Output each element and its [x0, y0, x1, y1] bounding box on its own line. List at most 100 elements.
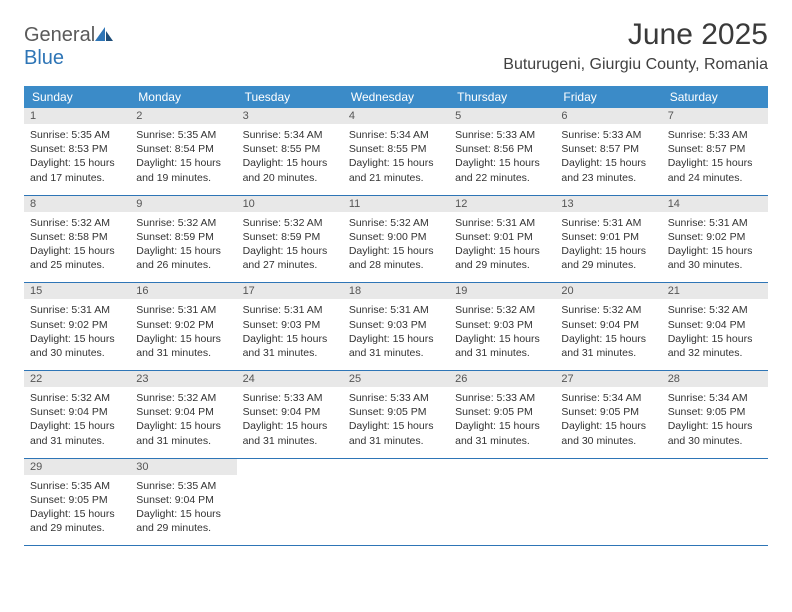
calendar-cell: [343, 458, 449, 546]
day-number: 21: [662, 283, 768, 299]
day-number: 26: [449, 371, 555, 387]
day-number: 30: [130, 459, 236, 475]
calendar-cell: 4Sunrise: 5:34 AMSunset: 8:55 PMDaylight…: [343, 108, 449, 195]
calendar-cell: 2Sunrise: 5:35 AMSunset: 8:54 PMDaylight…: [130, 108, 236, 195]
day-number: 10: [237, 196, 343, 212]
weekday-header: Saturday: [662, 86, 768, 108]
logo-sail-icon: [95, 24, 113, 38]
day-number: 6: [555, 108, 661, 124]
logo: General Blue: [24, 18, 113, 70]
day-number: 11: [343, 196, 449, 212]
calendar-cell: 10 Sunrise: 5:32 AMSunset: 8:59 PMDayligh…: [237, 195, 343, 283]
calendar-cell: 23 Sunrise: 5:32 AMSunset: 9:04 PMDayligh…: [130, 371, 236, 459]
day-number: 18: [343, 283, 449, 299]
calendar-cell: 22 Sunrise: 5:32 AMSunset: 9:04 PMDayligh…: [24, 371, 130, 459]
day-number: 17: [237, 283, 343, 299]
weekday-header: Friday: [555, 86, 661, 108]
day-number: 27: [555, 371, 661, 387]
day-info: Sunrise: 5:33 AMSunset: 8:57 PMDaylight:…: [561, 128, 655, 185]
day-info: Sunrise: 5:35 AMSunset: 8:54 PMDaylight:…: [136, 128, 230, 185]
calendar-cell: 21 Sunrise: 5:32 AMSunset: 9:04 PMDayligh…: [662, 283, 768, 371]
month-title: June 2025: [503, 18, 768, 52]
weekday-header: Wednesday: [343, 86, 449, 108]
day-number: 7: [662, 108, 768, 124]
day-info: Sunrise: 5:35 AMSunset: 9:05 PMDaylight:…: [30, 479, 124, 536]
calendar-row: 8 Sunrise: 5:32 AMSunset: 8:58 PMDaylight…: [24, 195, 768, 283]
day-info: Sunrise: 5:32 AMSunset: 9:04 PMDaylight:…: [136, 391, 230, 448]
calendar-cell: 20Sunrise: 5:32 AMSunset: 9:04 PMDayligh…: [555, 283, 661, 371]
calendar-cell: 11 Sunrise: 5:32 AMSunset: 9:00 PMDayligh…: [343, 195, 449, 283]
day-info: Sunrise: 5:32 AMSunset: 8:59 PMDaylight:…: [243, 216, 337, 273]
calendar-cell: 14 Sunrise: 5:31 AMSunset: 9:02 PMDayligh…: [662, 195, 768, 283]
day-info: Sunrise: 5:31 AMSunset: 9:03 PMDaylight:…: [243, 303, 337, 360]
day-info: Sunrise: 5:32 AMSunset: 8:59 PMDaylight:…: [136, 216, 230, 273]
calendar-cell: 15 Sunrise: 5:31 AMSunset: 9:02 PMDayligh…: [24, 283, 130, 371]
header: General Blue June 2025 Buturugeni, Giurg…: [24, 18, 768, 74]
calendar-cell: 3 Sunrise: 5:34 AMSunset: 8:55 PMDaylight…: [237, 108, 343, 195]
calendar-cell: [662, 458, 768, 546]
calendar-cell: 18 Sunrise: 5:31 AMSunset: 9:03 PMDayligh…: [343, 283, 449, 371]
day-info: Sunrise: 5:33 AMSunset: 9:05 PMDaylight:…: [349, 391, 443, 448]
day-info: Sunrise: 5:31 AMSunset: 9:03 PMDaylight:…: [349, 303, 443, 360]
day-info: Sunrise: 5:34 AMSunset: 8:55 PMDaylight:…: [243, 128, 337, 185]
logo-text-blue: Blue: [24, 47, 64, 69]
day-info: Sunrise: 5:32 AMSunset: 9:00 PMDaylight:…: [349, 216, 443, 273]
day-info: Sunrise: 5:31 AMSunset: 9:02 PMDaylight:…: [136, 303, 230, 360]
day-number: 14: [662, 196, 768, 212]
calendar-cell: 12Sunrise: 5:31 AMSunset: 9:01 PMDayligh…: [449, 195, 555, 283]
weekday-header-row: Sunday Monday Tuesday Wednesday Thursday…: [24, 86, 768, 108]
day-info: Sunrise: 5:33 AMSunset: 8:56 PMDaylight:…: [455, 128, 549, 185]
day-info: Sunrise: 5:33 AMSunset: 9:04 PMDaylight:…: [243, 391, 337, 448]
day-number: 28: [662, 371, 768, 387]
title-block: June 2025 Buturugeni, Giurgiu County, Ro…: [503, 18, 768, 74]
day-info: Sunrise: 5:31 AMSunset: 9:01 PMDaylight:…: [561, 216, 655, 273]
calendar-cell: 28 Sunrise: 5:34 AMSunset: 9:05 PMDayligh…: [662, 371, 768, 459]
calendar-cell: 7 Sunrise: 5:33 AMSunset: 8:57 PMDaylight…: [662, 108, 768, 195]
calendar-row: 22 Sunrise: 5:32 AMSunset: 9:04 PMDayligh…: [24, 371, 768, 459]
day-number: 22: [24, 371, 130, 387]
day-info: Sunrise: 5:31 AMSunset: 9:02 PMDaylight:…: [668, 216, 762, 273]
day-number: 8: [24, 196, 130, 212]
calendar-cell: [237, 458, 343, 546]
calendar-cell: 26Sunrise: 5:33 AMSunset: 9:05 PMDayligh…: [449, 371, 555, 459]
day-info: Sunrise: 5:35 AMSunset: 9:04 PMDaylight:…: [136, 479, 230, 536]
day-info: Sunrise: 5:32 AMSunset: 9:03 PMDaylight:…: [455, 303, 549, 360]
day-number: 15: [24, 283, 130, 299]
weekday-header: Sunday: [24, 86, 130, 108]
day-number: 5: [449, 108, 555, 124]
calendar-cell: 27 Sunrise: 5:34 AMSunset: 9:05 PMDayligh…: [555, 371, 661, 459]
calendar-cell: 5 Sunrise: 5:33 AMSunset: 8:56 PMDaylight…: [449, 108, 555, 195]
calendar-cell: 1 Sunrise: 5:35 AMSunset: 8:53 PMDaylight…: [24, 108, 130, 195]
day-number: 23: [130, 371, 236, 387]
day-info: Sunrise: 5:35 AMSunset: 8:53 PMDaylight:…: [30, 128, 124, 185]
calendar-row: 29 Sunrise: 5:35 AMSunset: 9:05 PMDayligh…: [24, 458, 768, 546]
calendar-page: General Blue June 2025 Buturugeni, Giurg…: [0, 0, 792, 564]
calendar-cell: 16Sunrise: 5:31 AMSunset: 9:02 PMDayligh…: [130, 283, 236, 371]
calendar-cell: 13 Sunrise: 5:31 AMSunset: 9:01 PMDayligh…: [555, 195, 661, 283]
day-info: Sunrise: 5:31 AMSunset: 9:01 PMDaylight:…: [455, 216, 549, 273]
calendar-row: 15 Sunrise: 5:31 AMSunset: 9:02 PMDayligh…: [24, 283, 768, 371]
day-info: Sunrise: 5:31 AMSunset: 9:02 PMDaylight:…: [30, 303, 124, 360]
day-info: Sunrise: 5:32 AMSunset: 8:58 PMDaylight:…: [30, 216, 124, 273]
calendar-cell: 6 Sunrise: 5:33 AMSunset: 8:57 PMDaylight…: [555, 108, 661, 195]
day-info: Sunrise: 5:32 AMSunset: 9:04 PMDaylight:…: [561, 303, 655, 360]
calendar-cell: 25Sunrise: 5:33 AMSunset: 9:05 PMDayligh…: [343, 371, 449, 459]
day-info: Sunrise: 5:32 AMSunset: 9:04 PMDaylight:…: [668, 303, 762, 360]
calendar-row: 1 Sunrise: 5:35 AMSunset: 8:53 PMDaylight…: [24, 108, 768, 195]
day-number: 3: [237, 108, 343, 124]
calendar-cell: 30 Sunrise: 5:35 AMSunset: 9:04 PMDayligh…: [130, 458, 236, 546]
day-number: 19: [449, 283, 555, 299]
day-info: Sunrise: 5:33 AMSunset: 8:57 PMDaylight:…: [668, 128, 762, 185]
day-number: 1: [24, 108, 130, 124]
calendar-cell: 8 Sunrise: 5:32 AMSunset: 8:58 PMDaylight…: [24, 195, 130, 283]
day-number: 29: [24, 459, 130, 475]
weekday-header: Tuesday: [237, 86, 343, 108]
day-info: Sunrise: 5:34 AMSunset: 9:05 PMDaylight:…: [668, 391, 762, 448]
calendar-cell: 19 Sunrise: 5:32 AMSunset: 9:03 PMDayligh…: [449, 283, 555, 371]
day-number: 9: [130, 196, 236, 212]
calendar-cell: 9 Sunrise: 5:32 AMSunset: 8:59 PMDaylight…: [130, 195, 236, 283]
day-info: Sunrise: 5:34 AMSunset: 9:05 PMDaylight:…: [561, 391, 655, 448]
day-info: Sunrise: 5:32 AMSunset: 9:04 PMDaylight:…: [30, 391, 124, 448]
day-number: 24: [237, 371, 343, 387]
day-number: 13: [555, 196, 661, 212]
